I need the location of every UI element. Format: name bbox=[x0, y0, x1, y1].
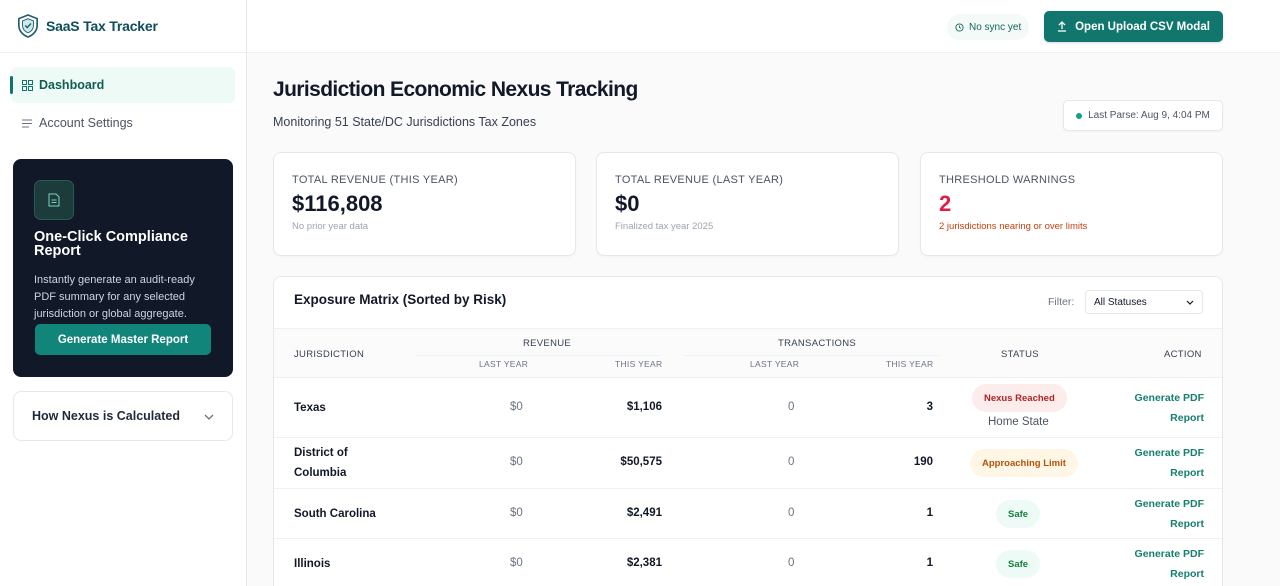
document-icon bbox=[34, 180, 74, 220]
cell-transactions-last-year: 0 bbox=[788, 557, 795, 569]
cell-jurisdiction: Texas bbox=[294, 402, 326, 414]
nexus-calculation-accordion[interactable]: How Nexus is Calculated bbox=[13, 391, 233, 441]
brand-name: SaaS Tax Tracker bbox=[46, 18, 158, 34]
upload-button-label: Open Upload CSV Modal bbox=[1075, 20, 1210, 33]
cell-transactions-last-year: 0 bbox=[788, 507, 795, 519]
card-value: 2 bbox=[939, 191, 952, 216]
promo-description: Instantly generate an audit-ready PDF su… bbox=[34, 274, 195, 320]
table-header: JURISDICTION REVENUE LAST YEAR THIS YEAR… bbox=[274, 328, 1222, 378]
cell-revenue-this-year: $1,106 bbox=[626, 401, 662, 413]
list-icon bbox=[20, 116, 34, 130]
stat-card-revenue-this-year: TOTAL REVENUE (THIS YEAR) $116,808 No pr… bbox=[273, 152, 576, 256]
cell-revenue-last-year: $0 bbox=[510, 507, 523, 519]
exposure-matrix: Exposure Matrix (Sorted by Risk) Filter:… bbox=[273, 276, 1223, 586]
card-subtext: Finalized tax year 2025 bbox=[615, 221, 714, 232]
cell-transactions-this-year: 190 bbox=[913, 456, 933, 468]
generate-pdf-report-link[interactable]: Generate PDF Report bbox=[1134, 548, 1204, 580]
status-badge: Safe bbox=[996, 500, 1041, 528]
header-transactions: TRANSACTIONS bbox=[778, 338, 857, 349]
header-jurisdiction: JURISDICTION bbox=[294, 349, 365, 360]
status-badge: Nexus Reached bbox=[972, 384, 1067, 412]
status-dot-icon bbox=[1076, 112, 1083, 119]
status-badge: Safe bbox=[996, 550, 1041, 578]
cell-revenue-last-year: $0 bbox=[510, 456, 523, 468]
table-row: Texas $0 $1,106 0 3 Nexus Reached Home S… bbox=[274, 378, 1222, 438]
card-label: TOTAL REVENUE (THIS YEAR) bbox=[292, 174, 459, 186]
matrix-title: Exposure Matrix (Sorted by Risk) bbox=[294, 292, 507, 307]
cell-transactions-this-year: 3 bbox=[926, 401, 933, 413]
generate-pdf-report-link[interactable]: Generate PDF Report bbox=[1134, 392, 1204, 424]
stat-card-revenue-last-year: TOTAL REVENUE (LAST YEAR) $0 Finalized t… bbox=[596, 152, 899, 256]
last-parse-text: Last Parse: Aug 9, 4:04 PM bbox=[1088, 110, 1210, 121]
shield-check-icon bbox=[18, 14, 38, 38]
generate-pdf-report-link[interactable]: Generate PDF Report bbox=[1134, 498, 1204, 530]
header-divider bbox=[415, 355, 660, 356]
card-label: TOTAL REVENUE (LAST YEAR) bbox=[615, 174, 784, 186]
cell-jurisdiction: Illinois bbox=[294, 558, 331, 570]
cell-revenue-last-year: $0 bbox=[510, 401, 523, 413]
sync-status-text: No sync yet bbox=[969, 21, 1022, 33]
filter-selected-value: All Statuses bbox=[1094, 296, 1147, 308]
generate-master-report-button[interactable]: Generate Master Report bbox=[35, 324, 211, 355]
cell-transactions-last-year: 0 bbox=[788, 456, 795, 468]
card-value: $0 bbox=[615, 191, 640, 216]
topbar: No sync yet Open Upload CSV Modal bbox=[247, 0, 1280, 53]
header-revenue-last-year: LAST YEAR bbox=[479, 359, 529, 369]
compliance-report-promo: One-Click Compliance Report Instantly ge… bbox=[13, 159, 233, 377]
brand[interactable]: SaaS Tax Tracker bbox=[0, 0, 246, 53]
generate-pdf-report-link[interactable]: Generate PDF Report bbox=[1134, 447, 1204, 479]
table-row: South Carolina $0 $2,491 0 1 Safe Genera… bbox=[274, 489, 1222, 539]
chevron-down-icon bbox=[204, 409, 214, 423]
sidebar-item-dashboard[interactable]: Dashboard bbox=[10, 67, 235, 103]
accordion-title: How Nexus is Calculated bbox=[32, 409, 180, 423]
card-subtext: No prior year data bbox=[292, 221, 369, 232]
sidebar-item-label: Account Settings bbox=[39, 116, 133, 130]
table-row: District of Columbia $0 $50,575 0 190 Ap… bbox=[274, 438, 1222, 489]
cell-revenue-this-year: $2,491 bbox=[626, 507, 662, 519]
status-filter-select[interactable]: All Statuses bbox=[1085, 290, 1203, 314]
grid-icon bbox=[20, 78, 34, 92]
cell-jurisdiction: District of Columbia bbox=[294, 447, 348, 479]
status-badge: Approaching Limit bbox=[970, 449, 1078, 477]
cell-jurisdiction: South Carolina bbox=[294, 508, 376, 520]
sidebar-item-account-settings[interactable]: Account Settings bbox=[11, 105, 235, 141]
cell-revenue-last-year: $0 bbox=[510, 557, 523, 569]
header-transactions-last-year: LAST YEAR bbox=[750, 359, 800, 369]
cell-revenue-this-year: $2,381 bbox=[626, 557, 662, 569]
filter-label: Filter: bbox=[1048, 296, 1075, 308]
header-action: ACTION bbox=[1164, 349, 1202, 360]
header-revenue: REVENUE bbox=[523, 338, 572, 349]
card-subtext: 2 jurisdictions nearing or over limits bbox=[939, 221, 1088, 232]
sync-status-badge: No sync yet bbox=[947, 14, 1030, 40]
card-value: $116,808 bbox=[292, 191, 383, 216]
cell-transactions-this-year: 1 bbox=[926, 507, 933, 519]
cell-revenue-this-year: $50,575 bbox=[620, 456, 662, 468]
header-revenue-this-year: THIS YEAR bbox=[615, 359, 663, 369]
card-label: THRESHOLD WARNINGS bbox=[939, 174, 1076, 186]
sidebar: SaaS Tax Tracker Dashboard Account Setti… bbox=[0, 0, 247, 586]
cell-transactions-this-year: 1 bbox=[926, 557, 933, 569]
chevron-down-icon bbox=[1186, 300, 1194, 305]
header-divider bbox=[684, 355, 939, 356]
header-status: STATUS bbox=[1001, 349, 1039, 360]
table-row: Illinois $0 $2,381 0 1 Safe Generate PDF… bbox=[274, 539, 1222, 586]
header-transactions-this-year: THIS YEAR bbox=[886, 359, 934, 369]
main-content: Jurisdiction Economic Nexus Tracking Mon… bbox=[247, 53, 1250, 586]
sidebar-nav: Dashboard Account Settings bbox=[0, 53, 246, 141]
cell-transactions-last-year: 0 bbox=[788, 401, 795, 413]
status-note: Home State bbox=[988, 416, 1049, 428]
stat-card-threshold-warnings: THRESHOLD WARNINGS 2 2 jurisdictions nea… bbox=[920, 152, 1223, 256]
last-parse-badge: Last Parse: Aug 9, 4:04 PM bbox=[1063, 100, 1223, 131]
clock-icon bbox=[955, 22, 964, 32]
page-subtitle: Monitoring 51 State/DC Jurisdictions Tax… bbox=[273, 115, 537, 129]
open-upload-csv-button[interactable]: Open Upload CSV Modal bbox=[1044, 11, 1223, 42]
upload-icon bbox=[1058, 21, 1067, 32]
page-title: Jurisdiction Economic Nexus Tracking bbox=[273, 78, 638, 101]
sidebar-item-label: Dashboard bbox=[39, 78, 105, 92]
promo-title: One-Click Compliance Report bbox=[34, 229, 188, 259]
